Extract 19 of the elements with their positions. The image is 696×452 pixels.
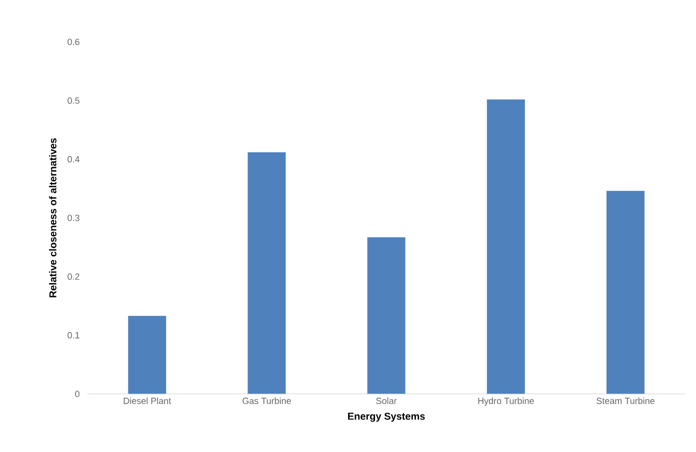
y-tick-label: 0.1 (68, 332, 80, 338)
bar (248, 152, 286, 394)
y-tick-label: 0.4 (68, 156, 80, 162)
x-tick-label: Hydro Turbine (478, 397, 534, 406)
bar (606, 190, 645, 394)
bar (128, 316, 166, 394)
y-tick-label: 0.6 (68, 38, 80, 46)
y-tick-label: 0.2 (68, 273, 80, 280)
x-tick-label: Diesel Plant (124, 397, 172, 404)
y-axis-title: Relative closeness of alternatives (49, 138, 56, 298)
x-tick-label: Solar (376, 397, 397, 404)
x-axis-title: Energy Systems (348, 412, 425, 422)
y-tick-label: 0 (75, 390, 80, 398)
y-tick-label: 0.5 (68, 97, 80, 104)
bar (486, 99, 525, 394)
bar (367, 237, 406, 394)
x-tick-label: Steam Turbine (596, 397, 654, 404)
y-tick-label: 0.3 (68, 214, 80, 222)
x-tick-label: Gas Turbine (242, 397, 291, 404)
